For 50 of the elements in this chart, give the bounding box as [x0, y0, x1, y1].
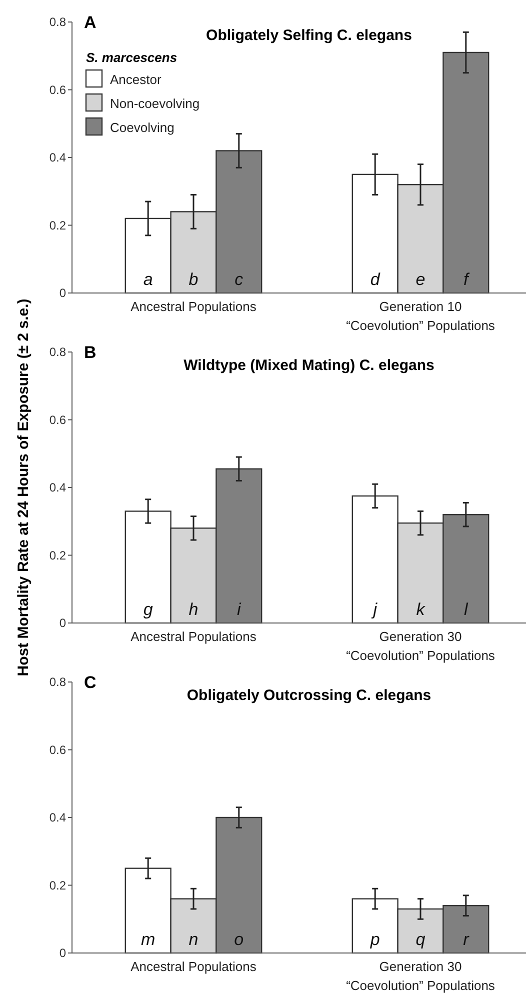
y-tick-label: 0 — [59, 286, 66, 300]
x-tick-label: Ancestral Populations — [130, 959, 257, 974]
legend-label: Ancestor — [110, 72, 162, 87]
x-tick-label: Generation 10 “Coevolution” Populations — [346, 299, 496, 333]
annotation: C — [84, 673, 96, 692]
chart-title: Obligately Outcrossing C. elegans — [186, 687, 432, 704]
data-label: b — [188, 270, 198, 289]
y-tick-label: 0.8 — [49, 675, 66, 689]
y-axis-title: Host Mortality Rate at 24 Hours of Exposure (± 2 s.e.) — [15, 298, 32, 676]
data-label: i — [237, 600, 242, 619]
y-tick-label: 0.6 — [49, 742, 66, 757]
data-label: h — [188, 600, 198, 619]
data-label: r — [463, 930, 470, 949]
y-tick-label: 0.4 — [49, 480, 66, 494]
y-tick-label: 0.2 — [49, 548, 66, 562]
y-tick-label: 0.8 — [49, 15, 66, 29]
x-tick-label: Ancestral Populations — [130, 629, 257, 644]
y-tick-label: 0.2 — [49, 218, 66, 232]
y-tick-label: 0.6 — [49, 412, 66, 427]
data-label: p — [369, 930, 380, 949]
data-label: o — [234, 930, 244, 949]
legend-title: S. marcescens — [86, 50, 178, 65]
y-tick-label: 0.4 — [49, 150, 66, 164]
legend-label: Coevolving — [110, 120, 174, 135]
y-tick-label: 0.2 — [49, 878, 66, 892]
chart-title: Obligately Selfing C. elegans — [206, 27, 412, 44]
x-tick-label: Generation 30 “Coevolution” Populations — [346, 629, 496, 663]
y-tick-label: 0.8 — [49, 345, 66, 359]
data-label: c — [234, 270, 244, 289]
data-label: j — [371, 600, 378, 619]
y-tick-label: 0 — [59, 616, 66, 630]
data-label: g — [143, 600, 154, 619]
data-label: m — [141, 930, 156, 949]
annotation: B — [84, 343, 96, 362]
x-tick-label: Ancestral Populations — [130, 299, 257, 314]
data-label: n — [188, 930, 198, 949]
chart-title: Wildtype (Mixed Mating) C. elegans — [184, 357, 434, 374]
data-label: e — [416, 270, 426, 289]
x-tick-label: Generation 30 “Coevolution” Populations — [346, 959, 496, 993]
data-label: d — [370, 270, 380, 289]
data-label: q — [416, 930, 426, 949]
y-tick-label: 0.6 — [49, 82, 66, 97]
data-label: a — [143, 270, 153, 289]
y-tick-label: 0 — [59, 946, 66, 960]
data-label: l — [464, 600, 470, 619]
data-label: f — [464, 270, 471, 289]
legend-label: Non-coevolving — [110, 96, 200, 111]
data-label: k — [416, 600, 426, 619]
y-tick-label: 0.4 — [49, 810, 66, 824]
annotation: A — [84, 13, 96, 32]
